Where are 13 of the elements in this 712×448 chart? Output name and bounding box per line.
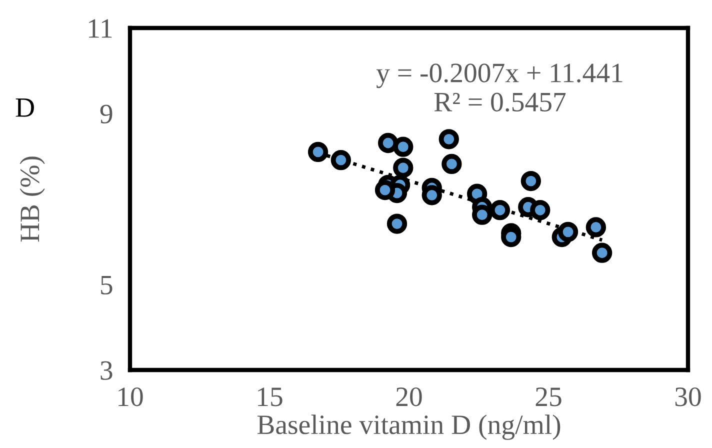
- y-tick-label: 5: [101, 276, 112, 294]
- x-axis-title: Baseline vitamin D (ng/ml): [257, 414, 560, 440]
- x-tick-label: 25: [536, 388, 562, 406]
- y-tick-label: 9: [100, 104, 112, 124]
- text: D: [16, 98, 34, 117]
- y-tick-label: 3: [100, 361, 112, 380]
- annotation: y = -0.2007x + 11.441 R² = 0.5457: [376, 64, 622, 112]
- x-tick-label: 30: [675, 387, 701, 406]
- x-tick-label: 15: [258, 388, 282, 406]
- x-tick-label: 20: [396, 387, 422, 406]
- y-axis-title: HB (%): [20, 156, 45, 242]
- y-tick-label: 11: [89, 19, 112, 38]
- x-tick-label: 10: [118, 387, 143, 406]
